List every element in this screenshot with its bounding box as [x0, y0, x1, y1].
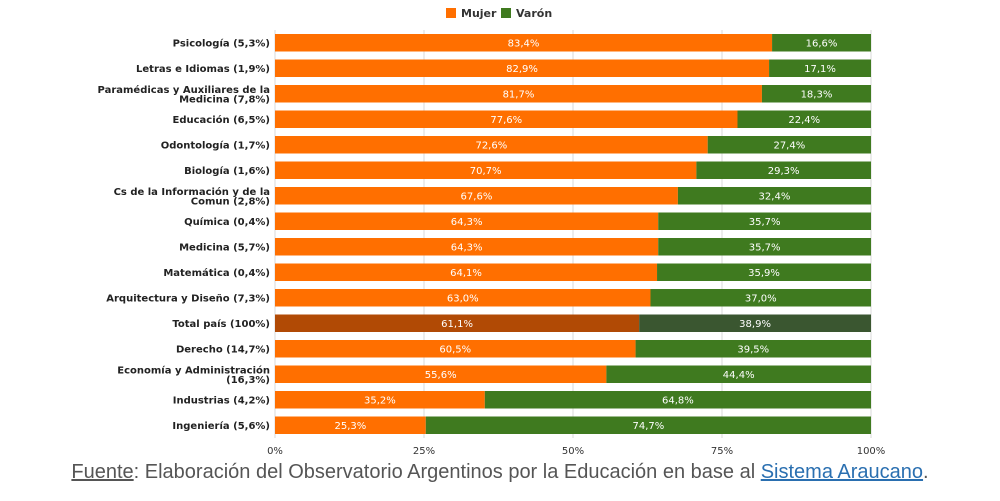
data-label: 81,7% — [503, 89, 535, 100]
category-label: Psicología (5,3%) — [173, 37, 270, 49]
data-label: 25,3% — [335, 421, 367, 432]
bar-varon — [639, 314, 871, 332]
category-labels: Psicología (5,3%) Letras e Idiomas (1,9%)… — [98, 37, 270, 432]
legend-label: Varón — [516, 7, 552, 20]
data-label: 83,4% — [508, 38, 540, 49]
data-label: 63,0% — [447, 293, 479, 304]
data-label: 61,1% — [441, 319, 473, 330]
bar-mujer — [275, 238, 659, 256]
x-tick-label: 0% — [267, 446, 283, 457]
data-label: 22,4% — [788, 115, 820, 126]
source-label: Fuente — [71, 461, 134, 483]
legend-label: Mujer — [461, 7, 497, 20]
bar-mujer — [275, 161, 697, 179]
category-label: Paramédicas y Auxiliares de la Medicina (… — [98, 84, 270, 106]
category-label: Química (0,4%) — [184, 216, 270, 228]
bar-varon — [761, 85, 871, 103]
bar-mujer — [275, 289, 651, 307]
bar-mujer — [275, 314, 640, 332]
category-label: Odontología (1,7%) — [161, 139, 270, 151]
data-label: 18,3% — [801, 89, 833, 100]
data-label: 35,2% — [364, 395, 396, 406]
bar-varon — [650, 289, 871, 307]
data-label: 77,6% — [490, 115, 522, 126]
data-label: 67,6% — [461, 191, 493, 202]
x-axis-ticks: 0% 25% 50% 75% 100% — [267, 446, 885, 457]
data-label: 82,9% — [506, 64, 538, 75]
x-tick-label: 25% — [413, 446, 435, 457]
sistema-araucano-link[interactable]: Sistema Araucano — [760, 461, 924, 483]
data-label: 39,5% — [737, 344, 769, 355]
x-tick-label: 100% — [857, 446, 886, 457]
bar-mujer — [275, 187, 678, 205]
bar-mujer — [275, 263, 658, 281]
bar-varon — [707, 136, 871, 154]
bar-varon — [737, 110, 871, 128]
data-label: 60,5% — [439, 344, 471, 355]
source-footer: Fuente: Elaboración del Observatorio Arg… — [0, 461, 1000, 484]
bar-varon — [658, 212, 871, 230]
data-label: 64,8% — [662, 395, 694, 406]
bar-varon — [677, 187, 871, 205]
category-label: Ingeniería (5,6%) — [172, 420, 270, 432]
data-label: 38,9% — [739, 319, 771, 330]
category-label: Economía y Administración (16,3%) — [117, 364, 270, 386]
bars: 83,4% 16,6% 82,9% 17,1% 81,7% 18,3% 77,6% 22,4%… — [275, 34, 871, 434]
data-label: 32,4% — [759, 191, 791, 202]
bar-mujer — [275, 85, 762, 103]
source-end: . — [923, 461, 929, 483]
category-label: Educación (6,5%) — [173, 114, 271, 126]
data-label: 70,7% — [470, 166, 502, 177]
x-tick-label: 50% — [562, 446, 584, 457]
bar-mujer — [275, 340, 636, 358]
bar-mujer — [275, 34, 773, 52]
bar-varon — [657, 263, 871, 281]
legend: Mujer Varón — [446, 7, 552, 20]
bar-varon — [658, 238, 871, 256]
data-label: 55,6% — [425, 370, 457, 381]
bar-varon — [425, 416, 871, 434]
bar-varon — [696, 161, 871, 179]
bar-mujer — [275, 416, 426, 434]
category-label: Total país (100%) — [172, 318, 270, 330]
category-label: Letras e Idiomas (1,9%) — [136, 64, 270, 75]
data-label: 29,3% — [768, 166, 800, 177]
category-label: Cs de la Información y de la Comun (2,8%) — [114, 186, 270, 208]
bar-mujer — [275, 136, 708, 154]
bar-mujer — [275, 212, 659, 230]
bar-varon — [769, 59, 871, 77]
data-label: 74,7% — [633, 421, 665, 432]
category-label: Matemática (0,4%) — [163, 267, 270, 279]
bar-mujer — [275, 59, 770, 77]
data-label: 35,9% — [748, 268, 780, 279]
legend-swatch-mujer — [446, 8, 456, 18]
source-text: : Elaboración del Observatorio Argentino… — [133, 461, 761, 483]
bar-varon — [635, 340, 871, 358]
legend-swatch-varon — [501, 8, 511, 18]
category-label: Industrias (4,2%) — [173, 395, 270, 406]
category-label: Biología (1,6%) — [184, 165, 270, 177]
data-label: 44,4% — [723, 370, 755, 381]
data-label: 37,0% — [745, 293, 777, 304]
data-label: 27,4% — [773, 140, 805, 151]
x-tick-label: 75% — [711, 446, 733, 457]
data-label: 35,7% — [749, 217, 781, 228]
data-label: 64,3% — [451, 242, 483, 253]
data-label: 17,1% — [804, 64, 836, 75]
data-label: 64,1% — [450, 268, 482, 279]
category-label: Derecho (14,7%) — [176, 344, 270, 355]
category-label: Arquitectura y Diseño (7,3%) — [106, 293, 270, 304]
bar-mujer — [275, 365, 607, 383]
bar-varon — [772, 34, 871, 52]
data-label: 72,6% — [475, 140, 507, 151]
category-label: Medicina (5,7%) — [179, 242, 270, 253]
bar-mujer — [275, 391, 485, 409]
bar-mujer — [275, 110, 738, 128]
data-label: 35,7% — [749, 242, 781, 253]
data-label: 64,3% — [451, 217, 483, 228]
data-label: 16,6% — [806, 38, 838, 49]
bar-varon — [606, 365, 871, 383]
stacked-bar-chart: 83,4% 16,6% 82,9% 17,1% 81,7% 18,3% 77,6% 22,4%… — [98, 7, 886, 457]
bar-varon — [484, 391, 871, 409]
